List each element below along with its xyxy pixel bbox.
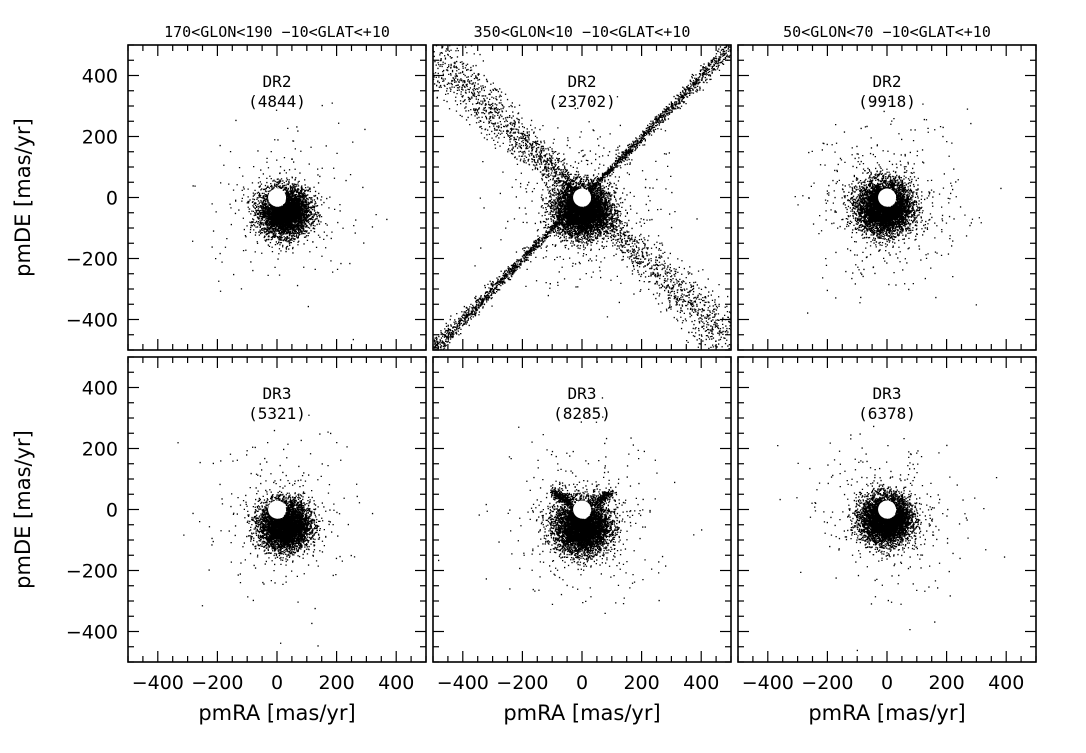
panel-count-label: (6378) (858, 404, 916, 423)
x-tick-label: 200 (928, 672, 964, 694)
column-title: 50<GLON<70 −10<GLAT<+10 (783, 23, 991, 41)
axis-ticks (432, 356, 732, 663)
excluded-circle (878, 188, 896, 207)
excluded-circle (573, 500, 591, 519)
y-tick-label: −400 (66, 622, 118, 644)
y-tick-label: 200 (82, 439, 118, 461)
x-tick-label: −200 (191, 672, 243, 694)
x-tick-label: −400 (742, 672, 794, 694)
panel-release-label: DR3 (263, 384, 292, 403)
x-tick-label: 400 (378, 672, 414, 694)
axis-ticks (737, 44, 1037, 351)
panel-release-label: DR2 (263, 72, 292, 91)
panel-release-label: DR3 (873, 384, 902, 403)
x-axis-title: pmRA [mas/yr] (808, 701, 965, 725)
panel-count-label: (23702) (548, 92, 615, 111)
scatter-points (433, 45, 731, 350)
x-tick-label: 200 (318, 672, 354, 694)
excluded-circle (268, 500, 286, 519)
x-tick-label: 200 (623, 672, 659, 694)
panel-count-label: (4844) (248, 92, 306, 111)
scatter-points (192, 102, 388, 341)
y-axis-title: pmDE [mas/yr] (11, 118, 35, 277)
x-tick-label: 400 (988, 672, 1024, 694)
panel-count-label: (8285) (553, 404, 611, 423)
y-tick-label: −200 (66, 561, 118, 583)
y-tick-label: 0 (106, 188, 118, 210)
panel-r0-c2: DR2(9918) (737, 44, 1037, 351)
x-tick-label: 0 (576, 672, 588, 694)
y-tick-label: 200 (82, 127, 118, 149)
column-title: 170<GLON<190 −10<GLAT<+10 (164, 23, 390, 41)
x-tick-label: −400 (132, 672, 184, 694)
axis-ticks (127, 44, 427, 351)
scatter-points (794, 99, 1002, 314)
panels-group: DR2(4844)DR2(23702)DR2(9918)DR3(5321)DR3… (127, 44, 1037, 663)
x-tick-label: −200 (496, 672, 548, 694)
scatter-points (177, 414, 374, 647)
panel-r1-c0: DR3(5321) (127, 356, 427, 663)
panel-count-label: (5321) (248, 404, 306, 423)
y-axis-title: pmDE [mas/yr] (11, 430, 35, 589)
y-tick-label: 0 (106, 500, 118, 522)
panel-r0-c0: DR2(4844) (127, 44, 427, 351)
y-tick-label: −400 (66, 310, 118, 332)
x-tick-label: 0 (271, 672, 283, 694)
column-title: 350<GLON<10 −10<GLAT<+10 (474, 23, 691, 41)
panel-r1-c2: DR3(6378) (737, 356, 1037, 663)
y-tick-label: 400 (82, 66, 118, 88)
panel-count-label: (9918) (858, 92, 916, 111)
panel-r0-c1: DR2(23702) (432, 44, 732, 351)
axis-ticks (432, 44, 732, 351)
panel-r1-c1: DR3(8285) (432, 356, 732, 663)
x-axis-title: pmRA [mas/yr] (503, 701, 660, 725)
panel-release-label: DR2 (873, 72, 902, 91)
panel-release-label: DR2 (568, 72, 597, 91)
excluded-circle (573, 188, 591, 207)
excluded-circle (878, 500, 896, 519)
labels-group: −400 −200 0 200 400 170<GLON<190 −10<GLAT<+10… (11, 23, 1024, 725)
axis-ticks (127, 356, 427, 663)
x-axis-title: pmRA [mas/yr] (198, 701, 355, 725)
y-tick-label: 400 (82, 378, 118, 400)
x-tick-label: −200 (801, 672, 853, 694)
x-tick-label: 0 (881, 672, 893, 694)
axis-ticks (737, 356, 1037, 663)
panel-release-label: DR3 (568, 384, 597, 403)
y-tick-label: −200 (66, 249, 118, 271)
excluded-circle (268, 188, 286, 207)
x-tick-label: 400 (683, 672, 719, 694)
x-tick-label: −400 (437, 672, 489, 694)
scatter-points (777, 425, 1006, 652)
